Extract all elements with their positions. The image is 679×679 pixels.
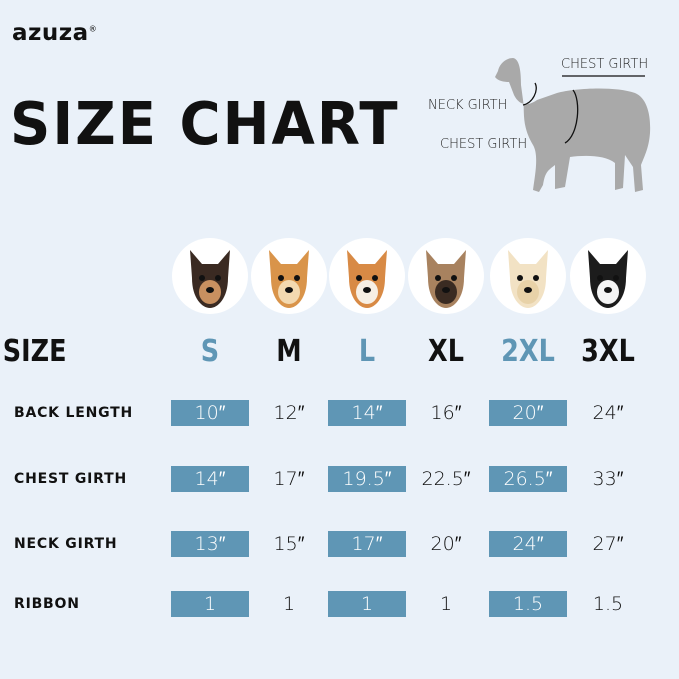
table-cell: 16″ [430, 402, 462, 424]
size-header-l: L [358, 334, 376, 369]
table-cell: 20″ [430, 533, 462, 555]
table-cell: 17″ [328, 531, 406, 557]
table-cell: 27″ [592, 533, 624, 555]
size-header: SIZE [2, 334, 67, 369]
size-header-3xl: 3XL [581, 334, 635, 369]
diagram-label-neck: NECK GIRTH [428, 98, 508, 113]
table-cell: 26.5″ [489, 466, 567, 492]
table-cell: 1.5 [592, 593, 624, 615]
dog-photo-chihuahua [172, 238, 248, 314]
dog-photo-border-collie [570, 238, 646, 314]
dog-silhouette [495, 58, 651, 192]
size-header-s: S [200, 334, 220, 369]
table-cell: 14″ [171, 466, 249, 492]
size-header-2xl: 2XL [501, 334, 555, 369]
diagram-label-top: CHEST GIRTH [561, 57, 649, 72]
brand-logo: azuza® [12, 20, 98, 46]
table-cell: 14″ [328, 400, 406, 426]
table-cell: 13″ [171, 531, 249, 557]
table-cell: 24″ [592, 402, 624, 424]
table-cell: 22.5″ [421, 468, 471, 490]
size-header-xl: XL [428, 334, 464, 369]
table-cell: 10″ [171, 400, 249, 426]
page-title: SIZE CHART [10, 90, 400, 159]
table-cell: 1 [328, 591, 406, 617]
dog-photo-labrador [490, 238, 566, 314]
neck-girth-line [522, 82, 537, 106]
table-cell: 1 [171, 591, 249, 617]
row-label: CHEST GIRTH [14, 471, 127, 487]
table-cell: 20″ [489, 400, 567, 426]
table-cell: 1 [282, 593, 296, 615]
dog-photo-french-bulldog [408, 238, 484, 314]
table-cell: 15″ [273, 533, 305, 555]
table-cell: 24″ [489, 531, 567, 557]
size-header-m: M [276, 334, 302, 369]
table-cell: 1 [439, 593, 453, 615]
row-label: BACK LENGTH [14, 405, 134, 421]
table-cell: 17″ [273, 468, 305, 490]
table-cell: 1.5 [489, 591, 567, 617]
row-label: RIBBON [14, 596, 80, 612]
diagram-label-chest: CHEST GIRTH [440, 137, 528, 152]
dog-silhouette-diagram [495, 58, 651, 192]
table-cell: 19.5″ [328, 466, 406, 492]
row-label: NECK GIRTH [14, 536, 118, 552]
chest-girth-line [564, 89, 579, 144]
dog-photo-shiba-inu [329, 238, 405, 314]
table-cell: 33″ [592, 468, 624, 490]
table-cell: 12″ [273, 402, 305, 424]
dog-photo-pomeranian [251, 238, 327, 314]
